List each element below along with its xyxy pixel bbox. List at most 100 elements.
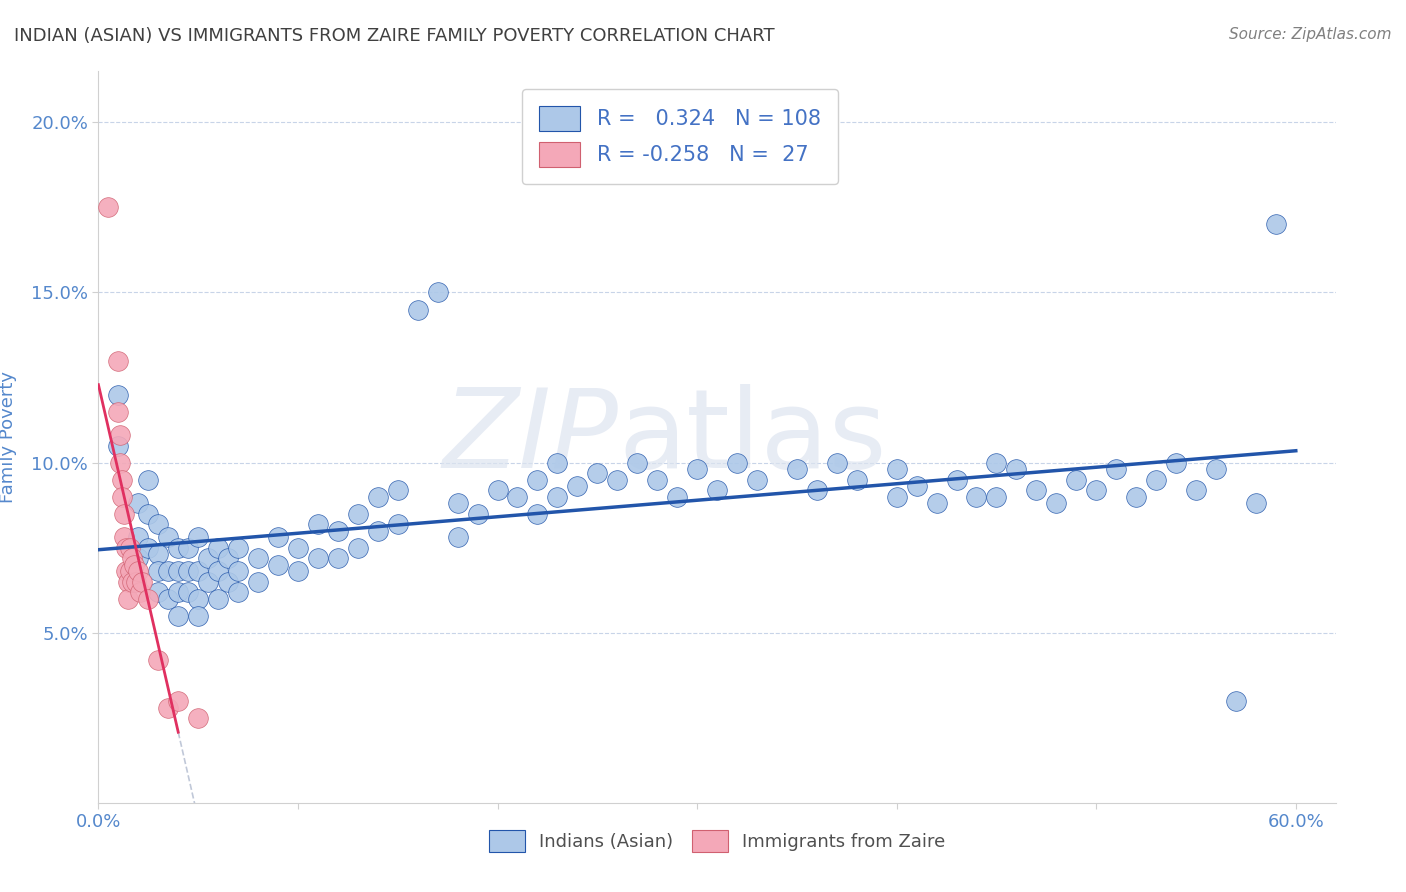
Point bbox=[1144, 473, 1167, 487]
Point bbox=[686, 462, 709, 476]
Text: Source: ZipAtlas.com: Source: ZipAtlas.com bbox=[1229, 27, 1392, 42]
Point bbox=[177, 541, 200, 555]
Point bbox=[97, 201, 120, 215]
Point bbox=[1264, 218, 1286, 232]
Point bbox=[606, 473, 628, 487]
Point bbox=[120, 565, 142, 579]
Point bbox=[107, 353, 129, 368]
Point bbox=[626, 456, 648, 470]
Point bbox=[1105, 462, 1128, 476]
Point bbox=[467, 507, 489, 521]
Point bbox=[148, 585, 170, 599]
Point bbox=[136, 591, 159, 606]
Point bbox=[127, 565, 149, 579]
Point bbox=[120, 541, 142, 555]
Point bbox=[177, 585, 200, 599]
Point bbox=[905, 479, 928, 493]
Point bbox=[247, 574, 270, 589]
Point bbox=[526, 473, 548, 487]
Point bbox=[267, 531, 290, 545]
Point bbox=[925, 496, 948, 510]
Point bbox=[886, 490, 908, 504]
Point bbox=[129, 585, 152, 599]
Point bbox=[546, 456, 568, 470]
Point bbox=[387, 483, 409, 497]
Point bbox=[167, 608, 190, 623]
Point bbox=[347, 541, 370, 555]
Point bbox=[136, 507, 159, 521]
Point bbox=[117, 591, 139, 606]
Point bbox=[136, 541, 159, 555]
Point bbox=[506, 490, 529, 504]
Point bbox=[247, 550, 270, 565]
Point bbox=[367, 490, 389, 504]
Point bbox=[207, 591, 229, 606]
Point bbox=[1085, 483, 1108, 497]
Point bbox=[157, 531, 180, 545]
Point bbox=[111, 473, 134, 487]
Point bbox=[1125, 490, 1147, 504]
Y-axis label: Family Poverty: Family Poverty bbox=[0, 371, 17, 503]
Point bbox=[112, 507, 135, 521]
Point bbox=[986, 456, 1008, 470]
Point bbox=[706, 483, 728, 497]
Point bbox=[586, 466, 609, 480]
Point bbox=[526, 507, 548, 521]
Point bbox=[157, 565, 180, 579]
Point bbox=[111, 490, 134, 504]
Point bbox=[326, 524, 349, 538]
Point bbox=[446, 531, 468, 545]
Point bbox=[115, 565, 138, 579]
Point bbox=[745, 473, 768, 487]
Point bbox=[148, 516, 170, 531]
Point bbox=[446, 496, 468, 510]
Point bbox=[187, 531, 209, 545]
Point bbox=[1064, 473, 1087, 487]
Point bbox=[287, 565, 309, 579]
Point bbox=[986, 490, 1008, 504]
Point bbox=[131, 574, 153, 589]
Point bbox=[945, 473, 967, 487]
Text: atlas: atlas bbox=[619, 384, 887, 491]
Point bbox=[167, 541, 190, 555]
Point bbox=[217, 550, 239, 565]
Point bbox=[217, 574, 239, 589]
Point bbox=[187, 608, 209, 623]
Point bbox=[110, 456, 132, 470]
Point bbox=[486, 483, 509, 497]
Point bbox=[347, 507, 370, 521]
Point bbox=[367, 524, 389, 538]
Point bbox=[845, 473, 868, 487]
Point bbox=[567, 479, 589, 493]
Point bbox=[187, 711, 209, 725]
Point bbox=[167, 694, 190, 708]
Point bbox=[127, 496, 149, 510]
Point bbox=[121, 550, 143, 565]
Point bbox=[1244, 496, 1267, 510]
Point bbox=[107, 439, 129, 453]
Point bbox=[197, 574, 219, 589]
Point bbox=[157, 700, 180, 714]
Point bbox=[226, 565, 249, 579]
Point bbox=[124, 558, 146, 572]
Point bbox=[1025, 483, 1047, 497]
Point bbox=[187, 591, 209, 606]
Point bbox=[387, 516, 409, 531]
Point bbox=[110, 428, 132, 442]
Point bbox=[307, 550, 329, 565]
Point bbox=[226, 541, 249, 555]
Point bbox=[148, 653, 170, 667]
Point bbox=[725, 456, 748, 470]
Point bbox=[307, 516, 329, 531]
Point bbox=[127, 550, 149, 565]
Point bbox=[1005, 462, 1028, 476]
Point bbox=[197, 550, 219, 565]
Point bbox=[645, 473, 668, 487]
Point bbox=[1185, 483, 1208, 497]
Point bbox=[207, 541, 229, 555]
Text: INDIAN (ASIAN) VS IMMIGRANTS FROM ZAIRE FAMILY POVERTY CORRELATION CHART: INDIAN (ASIAN) VS IMMIGRANTS FROM ZAIRE … bbox=[14, 27, 775, 45]
Point bbox=[1205, 462, 1227, 476]
Point bbox=[406, 302, 429, 317]
Point bbox=[117, 574, 139, 589]
Point bbox=[207, 565, 229, 579]
